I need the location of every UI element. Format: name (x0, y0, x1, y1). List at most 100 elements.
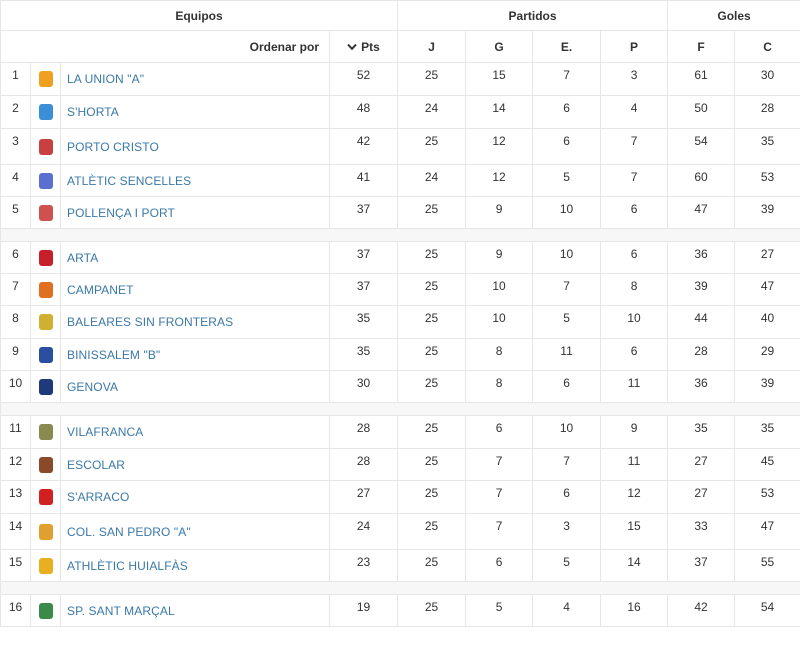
team-name-link[interactable]: CAMPANET (60, 273, 330, 306)
position-cell: 4 (0, 164, 31, 197)
g-header[interactable]: G (465, 30, 534, 63)
g-cell: 14 (465, 95, 534, 129)
team-name-link[interactable]: S'HORTA (60, 95, 330, 129)
p-cell: 15 (600, 513, 669, 550)
e-cell: 5 (532, 549, 602, 582)
shorta-crest-icon (38, 104, 53, 120)
binissalem-crest-icon (38, 346, 53, 363)
san-pedro-crest-icon (38, 523, 53, 540)
escolar-crest-icon (38, 456, 53, 473)
e-cell: 10 (532, 241, 602, 274)
team-name-link[interactable]: BINISSALEM "B" (60, 338, 330, 371)
logo-cell (30, 594, 61, 627)
team-name-link[interactable]: BALEARES SIN FRONTERAS (60, 305, 330, 339)
g-cell: 7 (465, 448, 534, 481)
group-separator (0, 228, 800, 242)
sort-by-label[interactable]: Ordenar por (0, 30, 330, 63)
table-row[interactable]: 15 ATHLÈTIC HUIALFÀS 23 25 6 5 14 37 55 (0, 549, 800, 582)
team-name-link[interactable]: ATLÈTIC SENCELLES (60, 164, 330, 197)
table-row[interactable]: 3 PORTO CRISTO 42 25 12 6 7 54 35 (0, 128, 800, 165)
team-name-link[interactable]: S'ARRACO (60, 480, 330, 514)
e-cell: 4 (532, 594, 602, 627)
team-name-link[interactable]: VILAFRANCA (60, 415, 330, 449)
table-row[interactable]: 11 VILAFRANCA 28 25 6 10 9 35 35 (0, 415, 800, 449)
c-header[interactable]: C (734, 30, 800, 63)
c-cell: 39 (734, 370, 800, 403)
team-name-link[interactable]: COL. SAN PEDRO "A" (60, 513, 330, 550)
f-header[interactable]: F (667, 30, 736, 63)
f-cell: 44 (667, 305, 736, 339)
group-header-row: Equipos Partidos Goles (0, 0, 800, 31)
team-name-link[interactable]: SP. SANT MARÇAL (60, 594, 330, 627)
table-row[interactable]: 10 GENOVA 30 25 8 6 11 36 39 (0, 370, 800, 403)
position-cell: 5 (0, 196, 31, 229)
column-header-row: Ordenar por Pts J G E. P F C (0, 30, 800, 63)
j-cell: 25 (397, 480, 467, 514)
pts-cell: 35 (328, 305, 399, 339)
g-cell: 15 (465, 62, 534, 96)
c-cell: 45 (734, 448, 800, 481)
p-cell: 7 (600, 128, 669, 165)
partidos-header: Partidos (397, 0, 669, 31)
e-cell: 7 (532, 448, 602, 481)
g-cell: 12 (465, 164, 534, 197)
pts-cell: 37 (328, 196, 399, 229)
pts-cell: 28 (328, 448, 399, 481)
team-name-link[interactable]: ARTA (60, 241, 330, 274)
g-cell: 5 (465, 594, 534, 627)
pts-label: Pts (361, 39, 380, 54)
logo-cell (30, 415, 61, 449)
g-cell: 7 (465, 480, 534, 514)
table-row[interactable]: 1 LA UNION "A" 52 25 15 7 3 61 30 (0, 62, 800, 96)
j-cell: 25 (397, 370, 467, 403)
g-cell: 8 (465, 370, 534, 403)
logo-cell (30, 448, 61, 481)
pts-cell: 37 (328, 241, 399, 274)
arta-crest-icon (38, 249, 53, 266)
table-row[interactable]: 2 S'HORTA 48 24 14 6 4 50 28 (0, 95, 800, 129)
team-name-link[interactable]: POLLENÇA I PORT (60, 196, 330, 229)
table-row[interactable]: 16 SP. SANT MARÇAL 19 25 5 4 16 42 54 (0, 594, 800, 627)
table-row[interactable]: 7 CAMPANET 37 25 10 7 8 39 47 (0, 273, 800, 306)
c-cell: 30 (734, 62, 800, 96)
g-cell: 12 (465, 128, 534, 165)
pts-cell: 37 (328, 273, 399, 306)
table-row[interactable]: 9 BINISSALEM "B" 35 25 8 11 6 28 29 (0, 338, 800, 371)
position-cell: 3 (0, 128, 31, 165)
equipos-header: Equipos (0, 0, 399, 31)
team-name-link[interactable]: GENOVA (60, 370, 330, 403)
j-header[interactable]: J (397, 30, 467, 63)
e-cell: 11 (532, 338, 602, 371)
pts-sort-header[interactable]: Pts (328, 30, 399, 63)
j-cell: 25 (397, 62, 467, 96)
table-row[interactable]: 4 ATLÈTIC SENCELLES 41 24 12 5 7 60 53 (0, 164, 800, 197)
p-header[interactable]: P (600, 30, 669, 63)
position-cell: 11 (0, 415, 31, 449)
team-name-link[interactable]: ESCOLAR (60, 448, 330, 481)
position-cell: 1 (0, 62, 31, 96)
p-cell: 11 (600, 370, 669, 403)
table-row[interactable]: 5 POLLENÇA I PORT 37 25 9 10 6 47 39 (0, 196, 800, 229)
team-name-link[interactable]: ATHLÈTIC HUIALFÀS (60, 549, 330, 582)
c-cell: 53 (734, 164, 800, 197)
team-name-link[interactable]: PORTO CRISTO (60, 128, 330, 165)
table-row[interactable]: 14 COL. SAN PEDRO "A" 24 25 7 3 15 33 47 (0, 513, 800, 550)
team-name-link[interactable]: LA UNION "A" (60, 62, 330, 96)
pts-cell: 52 (328, 62, 399, 96)
p-cell: 16 (600, 594, 669, 627)
logo-cell (30, 62, 61, 96)
j-cell: 25 (397, 549, 467, 582)
la-union-crest-icon (38, 71, 53, 87)
group-separator (0, 581, 800, 595)
j-cell: 25 (397, 128, 467, 165)
f-cell: 35 (667, 415, 736, 449)
c-cell: 55 (734, 549, 800, 582)
table-row[interactable]: 13 S'ARRACO 27 25 7 6 12 27 53 (0, 480, 800, 514)
logo-cell (30, 273, 61, 306)
table-row[interactable]: 6 ARTA 37 25 9 10 6 36 27 (0, 241, 800, 274)
c-cell: 47 (734, 513, 800, 550)
table-row[interactable]: 8 BALEARES SIN FRONTERAS 35 25 10 5 10 44 40 (0, 305, 800, 339)
f-cell: 27 (667, 448, 736, 481)
e-header[interactable]: E. (532, 30, 602, 63)
table-row[interactable]: 12 ESCOLAR 28 25 7 7 11 27 45 (0, 448, 800, 481)
